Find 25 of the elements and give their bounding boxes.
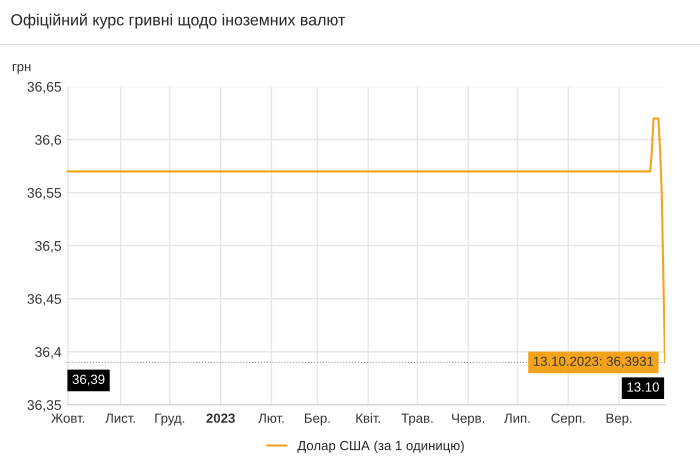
y-tick-label: 36,6 (35, 134, 62, 146)
y-tick-label: 36,45 (27, 294, 62, 306)
y-tick-label: 36,35 (27, 400, 62, 412)
x-tick-label: Груд. (155, 414, 184, 426)
y-tick-label: 36,65 (27, 82, 62, 94)
x-tick-label: Серп. (551, 414, 585, 426)
x-tick-label: Бер. (304, 414, 330, 426)
x-tick-label: Лют. (258, 414, 284, 423)
y-axis-title: грн (12, 64, 30, 74)
chart-title: Офіційний курс гривні щодо іноземних валют (11, 13, 346, 29)
x-tick-label: Черв. (452, 414, 484, 426)
x-tick-label: Квіт. (356, 413, 380, 423)
ref-line-label: 36,39 (72, 374, 104, 386)
legend-label: Долар США (за 1 одиницю) (297, 440, 464, 453)
y-tick-label: 36,4 (35, 347, 62, 359)
x-tick-label: Лип. (504, 414, 530, 423)
x-tick-label: 2023 (206, 414, 235, 423)
annotation: 13.10 (627, 382, 659, 392)
annotation: 13.10.2023: 36,3931 (534, 356, 654, 368)
x-tick-label: Жовт. (51, 414, 84, 423)
x-tick-label: Трав. (401, 414, 433, 426)
y-tick-label: 36,55 (27, 188, 62, 200)
x-tick-label: Вер. (606, 414, 632, 426)
y-tick-label: 36,5 (35, 241, 62, 253)
x-tick-label: Лист. (105, 414, 135, 423)
